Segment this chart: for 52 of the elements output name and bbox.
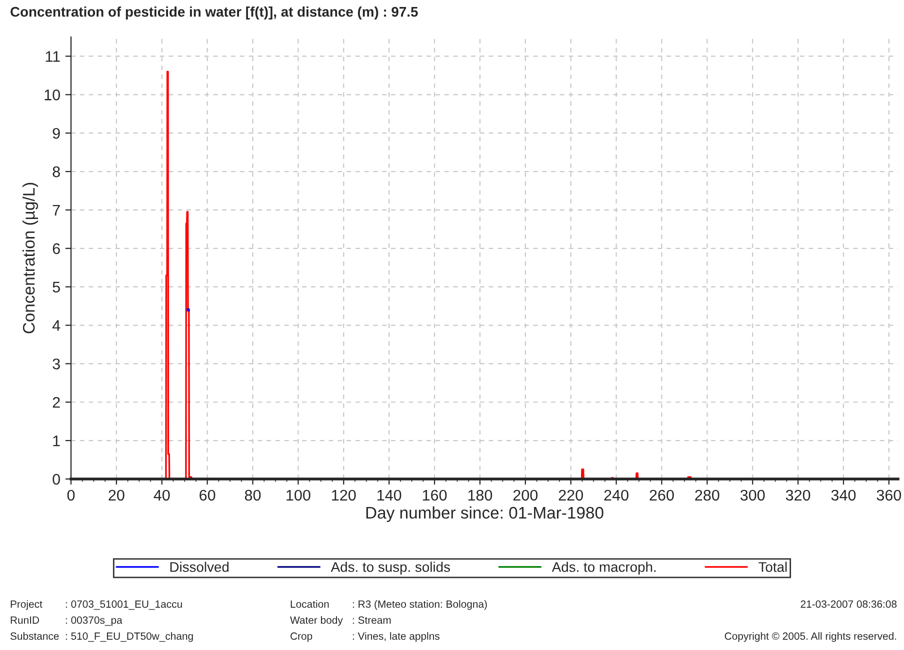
text: 21-03-2007 08:36:08	[800, 600, 897, 608]
text: Water body	[290, 616, 343, 626]
text: Copyright © 2005. All rights reserved.	[724, 632, 896, 642]
text: Location	[290, 600, 329, 608]
x-tick-label: 220	[558, 490, 583, 501]
x-tick-label: 120	[332, 490, 356, 501]
legend-label: Dissolved	[170, 562, 229, 572]
text: : Vines, late applns	[352, 632, 440, 642]
legend-label: Ads. to susp. solids	[330, 562, 450, 575]
y-tick-label: 9	[52, 128, 60, 139]
y-axis-title: Concentration (µg/L)	[22, 182, 38, 334]
text: : 0703_51001_EU_1accu	[66, 600, 182, 610]
x-tick-label: 0	[67, 490, 75, 501]
y-tick-label: 3	[52, 358, 60, 370]
y-tick-label: 8	[52, 166, 60, 178]
y-tick-label: 10	[44, 90, 60, 100]
x-tick-label: 200	[513, 490, 538, 501]
y-tick-label: 7	[52, 204, 60, 216]
y-tick-label: 5	[52, 282, 60, 293]
x-tick-label: 40	[154, 490, 170, 501]
y-tick-label: 2	[52, 397, 60, 408]
x-tick-label: 280	[695, 490, 720, 501]
x-tick-label: 360	[876, 490, 902, 501]
y-tick-label: 4	[52, 320, 60, 331]
text: Project	[10, 600, 42, 610]
chart-title: Concentration of pesticide in water [f(t)], at distance (m) : 97.5	[10, 6, 418, 20]
x-tick-label: 100	[286, 490, 310, 501]
x-tick-label: 340	[831, 490, 856, 501]
x-tick-label: 140	[378, 490, 402, 501]
y-tick-label: 6	[52, 243, 60, 254]
text: : R3 (Meteo station: Bologna)	[352, 600, 487, 610]
x-tick-label: 240	[604, 490, 628, 501]
y-tick-label: 0	[52, 474, 60, 485]
text: Crop	[290, 632, 312, 642]
text: RunID	[10, 616, 40, 624]
x-tick-label: 60	[200, 490, 216, 501]
y-tick-label: 1	[53, 436, 60, 446]
text: : 510_F_EU_DT50w_chang	[66, 632, 193, 642]
text: Substance	[10, 632, 59, 640]
x-tick-label: 300	[740, 490, 765, 501]
x-tick-label: 180	[468, 490, 492, 501]
legend-label: Ads. to macroph.	[552, 562, 656, 575]
x-tick-label: 320	[786, 490, 810, 501]
x-tick-label: 260	[650, 490, 674, 501]
text: : 00370s_pa	[66, 616, 122, 626]
x-tick-label: 20	[108, 490, 124, 501]
text: : Stream	[352, 616, 391, 624]
x-axis-title: Day number since: 01-Mar-1980	[366, 506, 604, 522]
x-tick-label: 160	[422, 490, 447, 501]
y-tick-label: 11	[46, 51, 60, 62]
x-tick-label: 80	[244, 490, 261, 501]
legend-label: Total	[758, 562, 787, 572]
